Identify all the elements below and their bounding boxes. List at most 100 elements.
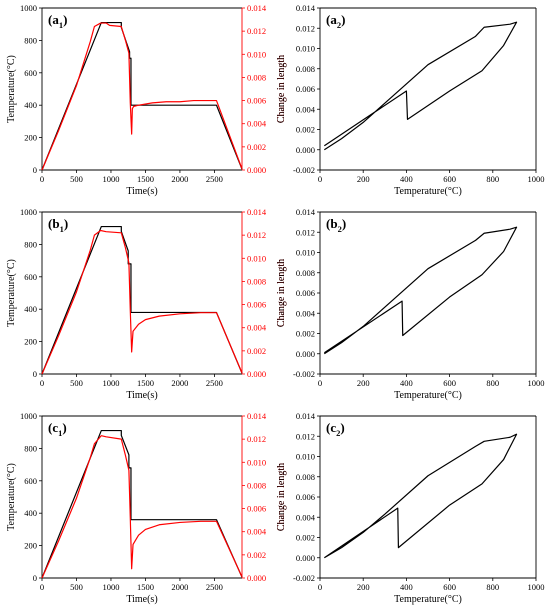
y2-tick-label: 0.004 bbox=[247, 323, 267, 333]
y-tick-label: 0.000 bbox=[296, 145, 315, 155]
x-tick-label: 2000 bbox=[171, 582, 188, 592]
x-tick-label: 600 bbox=[443, 378, 456, 388]
x-tick-label: 1000 bbox=[102, 582, 119, 592]
x-tick-label: 800 bbox=[486, 582, 499, 592]
y-tick-label: 800 bbox=[24, 35, 37, 45]
x-tick-label: 1500 bbox=[137, 378, 154, 388]
y-tick-label: -0.002 bbox=[293, 165, 315, 175]
series-line-0 bbox=[41, 225, 243, 375]
x-tick-label: 400 bbox=[400, 378, 413, 388]
y-tick-label: 400 bbox=[24, 100, 37, 110]
chart-b1: 0 500 1000 1500 2000 2500 0 200 400 600 800 1000 0.0… bbox=[6, 207, 287, 401]
y-axis-label: Temperature(°C) bbox=[6, 463, 17, 531]
y-axis-label: Change in length bbox=[276, 55, 287, 123]
x-tick-label: 1000 bbox=[102, 174, 119, 184]
y-tick-label: 0.004 bbox=[296, 104, 316, 114]
panel-label: (a1) bbox=[48, 12, 67, 30]
y-tick-label: 0.008 bbox=[296, 472, 315, 482]
y2-tick-label: 0.012 bbox=[247, 26, 266, 36]
y-tick-label: 200 bbox=[24, 133, 37, 143]
y-tick-label: 400 bbox=[24, 304, 37, 314]
y-axis-label: Temperature(°C) bbox=[6, 259, 17, 327]
y2-tick-label: 0.014 bbox=[247, 207, 267, 217]
y-tick-label: 0.006 bbox=[296, 492, 315, 502]
x-tick-label: 2500 bbox=[206, 378, 223, 388]
y2-tick-label: 0.006 bbox=[247, 300, 266, 310]
y-tick-label: 0.012 bbox=[296, 431, 315, 441]
y-tick-label: 0.006 bbox=[296, 288, 315, 298]
series-line-0 bbox=[41, 21, 243, 171]
y-tick-label: 0.014 bbox=[296, 411, 316, 421]
series-line-1 bbox=[41, 435, 243, 579]
y2-tick-label: 0.000 bbox=[247, 165, 266, 175]
y2-tick-label: 0.002 bbox=[247, 142, 266, 152]
y-tick-label: 0.010 bbox=[296, 452, 315, 462]
x-axis-label: Time(s) bbox=[126, 594, 157, 605]
series-line-1 bbox=[41, 229, 243, 375]
y2-tick-label: 0.004 bbox=[247, 119, 267, 129]
y-tick-label: 0.002 bbox=[296, 329, 315, 339]
x-tick-label: 1000 bbox=[528, 174, 545, 184]
x-tick-label: 200 bbox=[357, 174, 370, 184]
x-tick-label: 0 bbox=[318, 174, 322, 184]
x-tick-label: 1000 bbox=[528, 582, 545, 592]
y2-tick-label: 0.004 bbox=[247, 527, 267, 537]
y2-axis-label: Change in length bbox=[276, 55, 287, 123]
y-tick-label: 600 bbox=[24, 68, 37, 78]
y2-tick-label: 0.010 bbox=[247, 253, 266, 263]
y-tick-label: 0.010 bbox=[296, 248, 315, 258]
x-tick-label: 0 bbox=[40, 582, 44, 592]
y-tick-label: 0.006 bbox=[296, 84, 315, 94]
y-tick-label: 0.004 bbox=[296, 512, 316, 522]
y-tick-label: 0.000 bbox=[296, 553, 315, 563]
y-tick-label: 0.008 bbox=[296, 268, 315, 278]
y2-tick-label: 0.008 bbox=[247, 480, 266, 490]
y-tick-label: 1000 bbox=[20, 3, 37, 13]
y-tick-label: 200 bbox=[24, 337, 37, 347]
chart-a1: 0 500 1000 1500 2000 2500 0 200 400 600 800 1000 0.0… bbox=[6, 3, 287, 197]
x-tick-label: 400 bbox=[400, 174, 413, 184]
panel-label: (b2) bbox=[326, 216, 346, 234]
x-tick-label: 800 bbox=[486, 174, 499, 184]
y2-tick-label: 0.010 bbox=[247, 49, 266, 59]
x-tick-label: 500 bbox=[70, 378, 83, 388]
y-tick-label: 0.014 bbox=[296, 207, 316, 217]
y-tick-label: 0 bbox=[33, 369, 37, 379]
y-tick-label: 0 bbox=[33, 165, 37, 175]
y2-tick-label: 0.008 bbox=[247, 276, 266, 286]
x-tick-label: 1500 bbox=[137, 174, 154, 184]
x-tick-label: 1500 bbox=[137, 582, 154, 592]
y2-tick-label: 0.000 bbox=[247, 369, 266, 379]
x-tick-label: 200 bbox=[357, 378, 370, 388]
y-tick-label: 0.000 bbox=[296, 349, 315, 359]
x-tick-label: 0 bbox=[40, 174, 44, 184]
x-tick-label: 600 bbox=[443, 174, 456, 184]
y2-tick-label: 0.002 bbox=[247, 346, 266, 356]
chart-c2: 0 200 400 600 800 1000 -0.002 0.000 0.002 0.004 0.… bbox=[276, 411, 545, 605]
series-line-0 bbox=[323, 433, 518, 559]
x-tick-label: 500 bbox=[70, 174, 83, 184]
y2-axis-label: Change in length bbox=[276, 463, 287, 531]
series-line-0 bbox=[41, 429, 243, 579]
series-line-0 bbox=[323, 21, 518, 151]
y-tick-label: -0.002 bbox=[293, 369, 315, 379]
y2-tick-label: 0.008 bbox=[247, 72, 266, 82]
y-tick-label: 0.002 bbox=[296, 533, 315, 543]
y-tick-label: 600 bbox=[24, 272, 37, 282]
y-tick-label: 400 bbox=[24, 508, 37, 518]
x-axis-label: Time(s) bbox=[126, 186, 157, 197]
x-tick-label: 1000 bbox=[102, 378, 119, 388]
series-line-1 bbox=[41, 22, 243, 171]
chart-c1: 0 500 1000 1500 2000 2500 0 200 400 600 800 1000 0.0… bbox=[6, 411, 287, 605]
y-tick-label: 0.002 bbox=[296, 125, 315, 135]
y2-tick-label: 0.012 bbox=[247, 230, 266, 240]
y-tick-label: 0.012 bbox=[296, 227, 315, 237]
chart-a2: 0 200 400 600 800 1000 -0.002 0.000 0.002 0.004 0.… bbox=[276, 3, 545, 197]
x-axis-label: Temperature(°C) bbox=[394, 390, 462, 401]
panel-label: (c1) bbox=[48, 420, 67, 438]
x-tick-label: 2000 bbox=[171, 174, 188, 184]
y-tick-label: 0 bbox=[33, 573, 37, 583]
y-tick-label: 200 bbox=[24, 541, 37, 551]
x-tick-label: 600 bbox=[443, 582, 456, 592]
y-tick-label: 800 bbox=[24, 443, 37, 453]
